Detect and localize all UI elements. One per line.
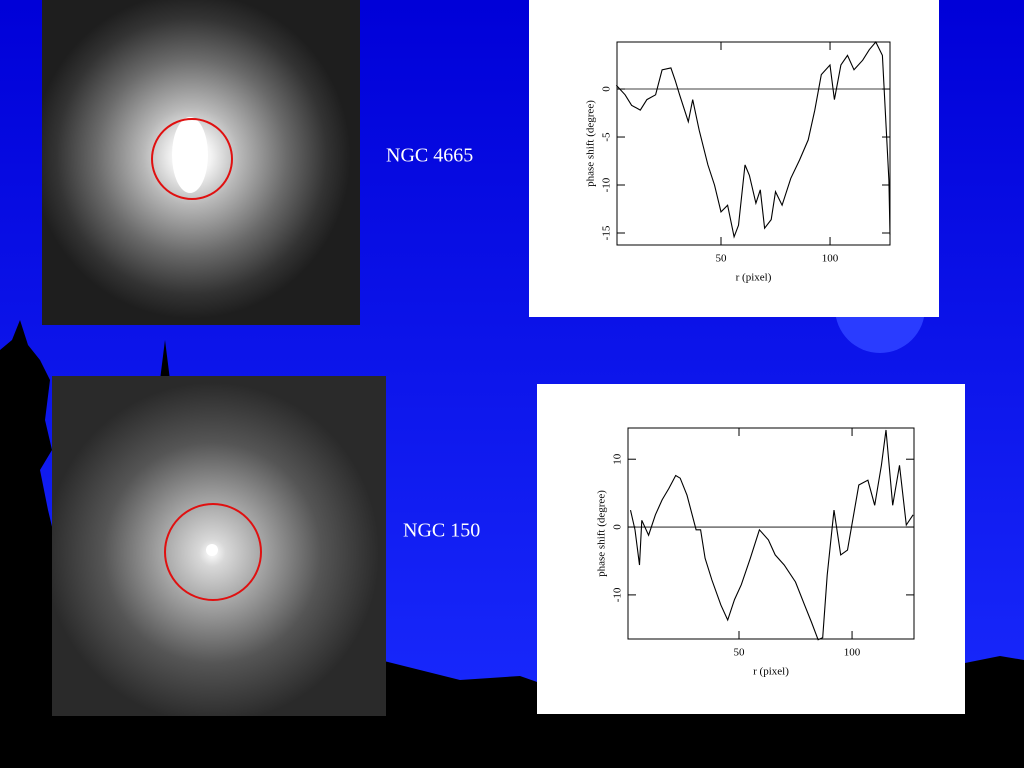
data-line: [629, 429, 914, 641]
y-tick-label: -15: [601, 225, 613, 240]
aperture-circle: [151, 118, 233, 200]
x-tick-label: 100: [844, 647, 861, 659]
aperture-circle: [164, 503, 262, 601]
data-line: [615, 41, 891, 239]
y-tick-label: -10: [601, 177, 613, 192]
y-tick-label: -5: [601, 132, 613, 142]
galaxy-image: [52, 376, 386, 716]
x-axis-label: r (pixel): [736, 272, 772, 284]
y-tick-label: 0: [612, 524, 624, 530]
galaxy-core: [172, 117, 208, 193]
galaxy-core: [206, 544, 218, 556]
silhouette-spire: [160, 340, 170, 380]
y-tick-label: 0: [601, 86, 613, 92]
chart: 50 100 0 -5 -10 -15 r (pixel) phase shift (degr…: [585, 41, 891, 284]
y-tick-label: 10: [612, 453, 624, 465]
galaxy-label: NGC 4665: [386, 145, 473, 167]
plot-frame: [616, 41, 891, 246]
galaxy-label: NGC 150: [403, 520, 480, 542]
x-axis-label: r (pixel): [753, 666, 789, 678]
y-axis-label: phase shift (degree): [585, 100, 597, 187]
y-tick-label: -10: [612, 587, 624, 602]
x-tick-label: 50: [734, 647, 746, 659]
chart-panel: [529, 0, 939, 317]
plot-frame: [627, 427, 915, 640]
x-tick-label: 100: [822, 253, 839, 265]
x-tick-label: 50: [716, 253, 728, 265]
chart-panel: [537, 384, 965, 714]
y-axis-label: phase shift (degree): [596, 490, 608, 577]
